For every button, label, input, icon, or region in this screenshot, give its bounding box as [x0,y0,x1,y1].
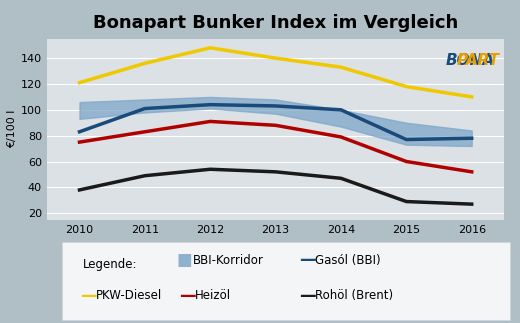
Text: BBI-Korridor: BBI-Korridor [192,254,263,266]
Y-axis label: €/100 l: €/100 l [7,110,17,148]
Text: —: — [81,287,97,305]
Text: Legende:: Legende: [83,258,138,271]
Text: BONA: BONA [446,53,495,68]
Text: ■: ■ [177,251,192,269]
Text: Heizöl: Heizöl [195,289,231,302]
Text: PKW-Diesel: PKW-Diesel [96,289,162,302]
Text: Rohöl (Brent): Rohöl (Brent) [315,289,393,302]
Text: PART: PART [457,53,500,68]
Bar [47,39,504,220]
Text: —: — [299,287,316,305]
Text: —: — [179,287,196,305]
Title: Bonapart Bunker Index im Vergleich: Bonapart Bunker Index im Vergleich [93,14,458,32]
Text: —: — [299,251,316,269]
Text: Gasól (BBI): Gasól (BBI) [315,254,380,266]
